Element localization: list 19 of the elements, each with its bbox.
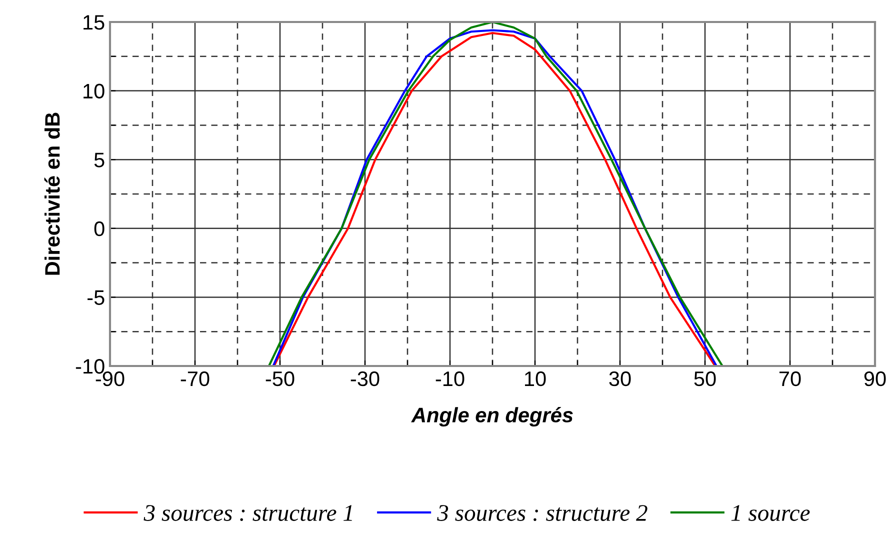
y-tick-label: 0: [94, 221, 104, 236]
x-tick-label: -30: [350, 371, 380, 386]
y-tick-label: -5: [88, 290, 104, 305]
x-tick-label: 30: [609, 371, 631, 386]
y-tick-label: 15: [84, 15, 104, 30]
x-tick-label: 90: [864, 371, 886, 386]
x-axis-title: Angle en degrés: [411, 406, 573, 427]
x-tick-label: -50: [266, 371, 294, 386]
legend-label: 1 source: [731, 505, 810, 521]
y-axis-title: Directivité en dB: [44, 112, 60, 275]
legend-label: 3 sources : structure 2: [437, 505, 648, 522]
y-tick-label: 10: [84, 84, 104, 99]
x-tick-label: -70: [180, 371, 210, 386]
y-tick-label: 5: [94, 152, 104, 168]
x-tick-label: -10: [436, 371, 464, 386]
x-tick-label: 50: [694, 371, 716, 386]
legend-label: 3 sources : structure 1: [144, 505, 352, 522]
x-tick-label: 10: [525, 371, 546, 386]
x-tick-label: 70: [779, 371, 801, 386]
